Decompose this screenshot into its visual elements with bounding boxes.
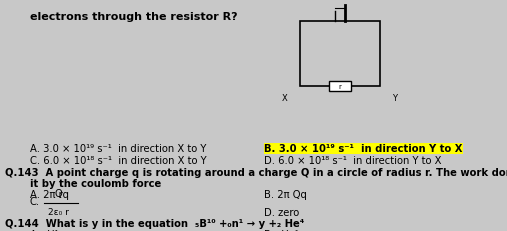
- Text: X: X: [282, 94, 288, 103]
- Text: electrons through the resistor R?: electrons through the resistor R?: [30, 12, 238, 22]
- Bar: [300, 22, 380, 87]
- Text: Y: Y: [392, 94, 397, 103]
- Text: B. 2π Qq: B. 2π Qq: [264, 189, 307, 199]
- Text: Q.143  A point charge q is rotating around a charge Q in a circle of radius r. T: Q.143 A point charge q is rotating aroun…: [5, 167, 507, 177]
- Text: B. 3.0 × 10¹⁹ s⁻¹  in direction Y to X: B. 3.0 × 10¹⁹ s⁻¹ in direction Y to X: [264, 143, 462, 153]
- Text: A. 3.0 × 10¹⁹ s⁻¹  in direction X to Y: A. 3.0 × 10¹⁹ s⁻¹ in direction X to Y: [30, 143, 206, 153]
- Text: it by the coulomb force: it by the coulomb force: [30, 178, 161, 188]
- Text: A. 2π rq: A. 2π rq: [30, 189, 69, 199]
- Text: r: r: [339, 84, 341, 90]
- Text: Q.144  What is y in the equation  ₅B¹⁰ +₀n¹ → y +₂ He⁴: Q.144 What is y in the equation ₅B¹⁰ +₀n…: [5, 218, 304, 228]
- Text: B. ₂He¹: B. ₂He¹: [264, 229, 299, 231]
- Bar: [329, 82, 351, 92]
- Text: D. zero: D. zero: [264, 207, 299, 217]
- Text: C.: C.: [30, 196, 40, 206]
- Text: D. 6.0 × 10¹⁸ s⁻¹  in direction Y to X: D. 6.0 × 10¹⁸ s⁻¹ in direction Y to X: [264, 155, 442, 165]
- Text: C. 6.0 × 10¹⁸ s⁻¹  in direction X to Y: C. 6.0 × 10¹⁸ s⁻¹ in direction X to Y: [30, 155, 207, 165]
- Text: 2ε₀ r: 2ε₀ r: [48, 207, 68, 216]
- Text: A. ₁H¹: A. ₁H¹: [30, 229, 59, 231]
- Text: Q: Q: [54, 188, 62, 198]
